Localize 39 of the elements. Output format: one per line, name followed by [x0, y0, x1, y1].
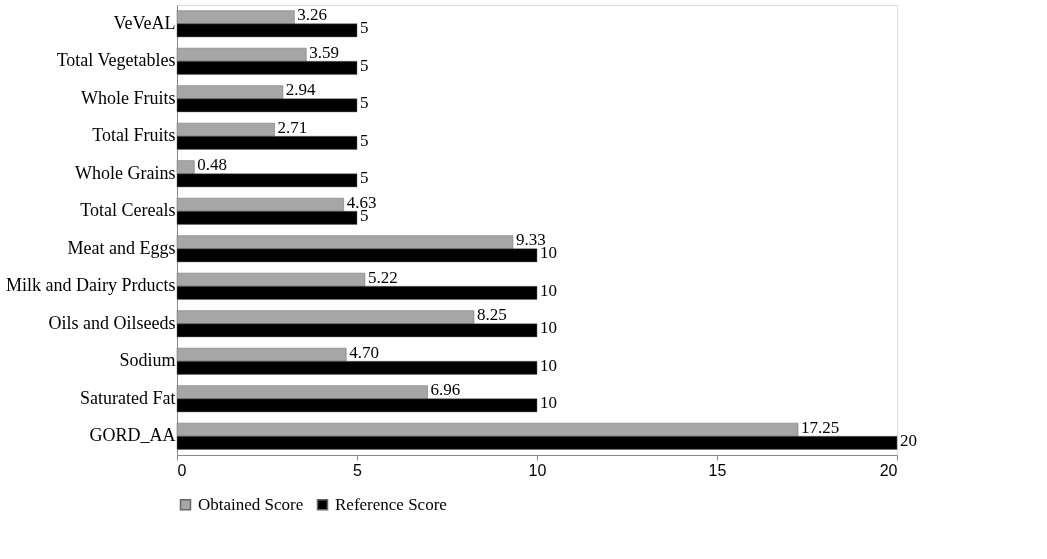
data-label: 8.25: [477, 305, 507, 325]
x-tick-label: 10: [528, 461, 547, 479]
data-label: 17.25: [801, 417, 840, 437]
x-tick-label: 0: [177, 461, 187, 479]
data-label: 10: [540, 280, 557, 300]
data-label: 5: [360, 55, 369, 75]
legend-label: Reference Score: [335, 494, 447, 514]
data-label: 5: [360, 130, 369, 150]
y-tick-label: Whole Grains: [75, 162, 176, 183]
y-tick-label: Total Cereals: [80, 200, 176, 221]
y-tick-label: GORD_AA: [89, 425, 176, 446]
data-label: 6.96: [430, 380, 461, 400]
data-label: 3.26: [297, 5, 328, 25]
data-label: 10: [540, 318, 557, 338]
y-tick-label: Milk and Dairy Prducts: [6, 275, 176, 296]
y-tick-label: Saturated Fat: [80, 387, 176, 408]
y-tick-label: Total Fruits: [92, 125, 176, 146]
data-label: 4.70: [349, 342, 379, 362]
y-tick-label: Sodium: [119, 350, 176, 371]
x-tick-label: 5: [353, 461, 363, 479]
y-tick-label: Whole Fruits: [81, 87, 176, 108]
x-tick-label: 15: [708, 461, 727, 479]
data-label: 3.59: [309, 42, 339, 62]
data-label: 2.94: [285, 80, 317, 100]
y-tick-label: Total Vegetables: [56, 50, 176, 71]
data-label: 5: [360, 93, 369, 113]
y-tick-label: VeVeAL: [113, 12, 176, 33]
x-tick-label: 20: [879, 461, 898, 479]
data-label: 2.71: [277, 117, 308, 137]
data-label: 5: [360, 18, 369, 38]
data-label: 0.48: [197, 155, 228, 175]
y-tick-label: Meat and Eggs: [67, 237, 176, 258]
data-label: 20: [900, 430, 917, 450]
legend-label: Obtained Score: [198, 494, 304, 514]
data-label: 5: [360, 168, 369, 188]
y-tick-label: Oils and Oilseeds: [48, 312, 176, 333]
data-label: 10: [540, 393, 557, 413]
data-label: 5.22: [367, 267, 398, 287]
data-label: 10: [540, 355, 557, 375]
